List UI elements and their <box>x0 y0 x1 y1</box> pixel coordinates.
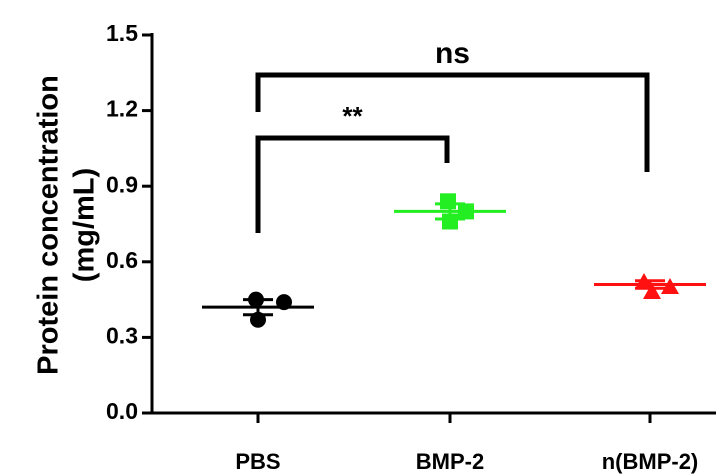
bracket <box>255 72 650 172</box>
y-tick-label: 1.5 <box>106 20 138 46</box>
data-point <box>661 278 679 294</box>
x-tick-label: BMP-2 <box>416 449 484 474</box>
y-tick-label: 1.2 <box>106 96 138 122</box>
error-bar <box>243 298 273 317</box>
data-point <box>440 193 456 210</box>
bracket <box>255 135 450 233</box>
y-tick-label: 0.6 <box>106 247 138 273</box>
data-point <box>643 283 661 300</box>
annotation: ** <box>342 101 363 131</box>
y-tick-label: 0.3 <box>106 322 138 348</box>
annotation: ns <box>435 37 470 70</box>
x-tick-label: n(BMP-2) <box>602 449 699 474</box>
y-axis-label: Protein concentration <box>33 75 65 375</box>
y-tick-label: 0.9 <box>106 171 138 197</box>
y-tick-label: 0.0 <box>106 398 138 424</box>
y-axis-label: (mg/mL) <box>69 168 101 282</box>
error-bar <box>635 279 665 290</box>
error-bar <box>435 202 465 221</box>
x-tick-label: PBS <box>235 449 280 474</box>
